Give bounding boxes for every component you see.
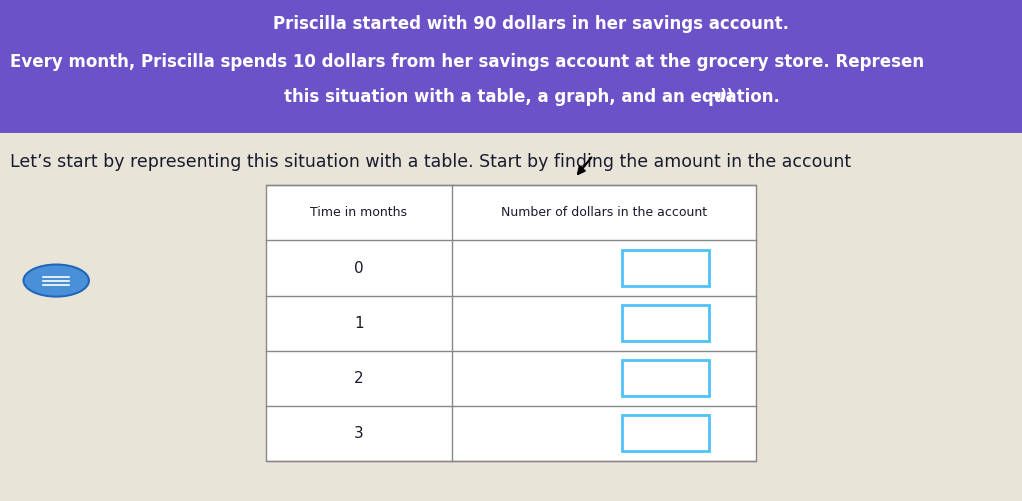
Bar (622, 415, 709, 451)
Text: after 0, 1, 2 and 3 months.: after 0, 1, 2 and 3 months. (394, 190, 628, 208)
Text: 1: 1 (354, 316, 364, 331)
Bar (266, 185, 756, 461)
Bar (622, 250, 709, 286)
Text: 3: 3 (354, 426, 364, 441)
Text: Time in months: Time in months (311, 206, 408, 219)
Bar (0, 0, 1022, 133)
Text: this situation with a table, a graph, and an equation.: this situation with a table, a graph, an… (283, 88, 780, 106)
Text: ◄)): ◄)) (608, 190, 634, 204)
Text: Let’s start by representing this situation with a table. Start by finding the am: Let’s start by representing this situati… (10, 153, 851, 171)
Bar (622, 360, 709, 396)
Text: Priscilla started with 90 dollars in her savings account.: Priscilla started with 90 dollars in her… (274, 15, 789, 33)
Bar (622, 305, 709, 341)
Text: ◄)): ◄)) (705, 88, 734, 102)
Circle shape (24, 265, 89, 297)
Text: 0: 0 (354, 261, 364, 276)
Text: Every month, Priscilla spends 10 dollars from her savings account at the grocery: Every month, Priscilla spends 10 dollars… (10, 53, 924, 71)
Text: 2: 2 (354, 371, 364, 386)
Text: Number of dollars in the account: Number of dollars in the account (501, 206, 707, 219)
